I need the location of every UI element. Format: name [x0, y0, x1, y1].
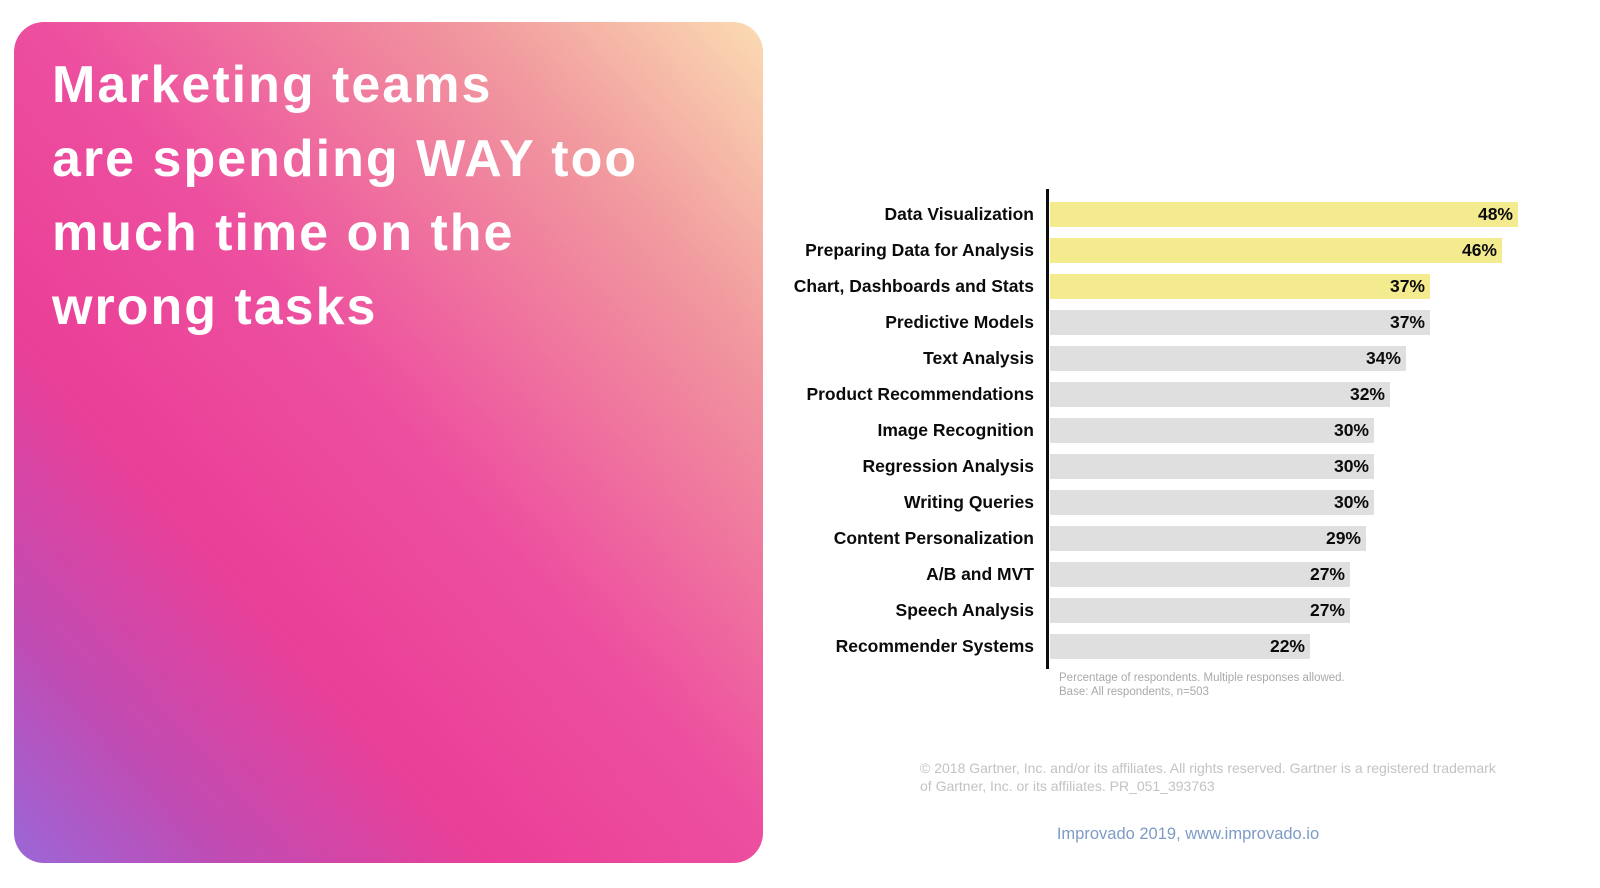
chart-row: Product Recommendations 32%	[768, 376, 1518, 412]
category-label: A/B and MVT	[926, 563, 1034, 584]
value-label: 27%	[1309, 599, 1345, 620]
chart-row: Regression Analysis 30%	[768, 448, 1518, 484]
value-label: 30%	[1333, 455, 1369, 476]
category-label: Recommender Systems	[835, 635, 1034, 656]
chart-row: Preparing Data for Analysis 46%	[768, 232, 1518, 268]
headline: Marketing teams are spending WAY too muc…	[52, 56, 639, 336]
value-label: 34%	[1365, 347, 1401, 368]
bar: 27%	[1050, 561, 1350, 587]
value-label: 30%	[1333, 419, 1369, 440]
value-label: 29%	[1325, 527, 1361, 548]
chart-row: Writing Queries 30%	[768, 484, 1518, 520]
chart-row: Chart, Dashboards and Stats 37%	[768, 268, 1518, 304]
value-label: 27%	[1309, 563, 1345, 584]
value-label: 46%	[1461, 239, 1497, 260]
category-label: Regression Analysis	[862, 455, 1034, 476]
footnote-line1: Percentage of respondents. Multiple resp…	[1059, 672, 1345, 684]
value-label: 37%	[1389, 311, 1425, 332]
chart-row: A/B and MVT 27%	[768, 556, 1518, 592]
attribution-link[interactable]: Improvado 2019, www.improvado.io	[1056, 825, 1320, 843]
category-label: Text Analysis	[923, 347, 1034, 368]
bar: 30%	[1050, 417, 1374, 443]
category-label: Predictive Models	[885, 311, 1034, 332]
bar: 22%	[1050, 633, 1310, 659]
bar: 30%	[1050, 489, 1374, 515]
category-label: Preparing Data for Analysis	[805, 239, 1034, 260]
bar: 37%	[1050, 273, 1430, 299]
chart-row: Recommender Systems 22%	[768, 628, 1518, 664]
chart-footnote: Percentage of respondents. Multiple resp…	[1059, 672, 1345, 699]
bar: 46%	[1050, 237, 1502, 263]
value-label: 37%	[1389, 275, 1425, 296]
category-label: Writing Queries	[904, 491, 1034, 512]
category-label: Chart, Dashboards and Stats	[793, 275, 1034, 296]
bar: 34%	[1050, 345, 1406, 371]
category-label: Speech Analysis	[895, 599, 1034, 620]
bar: 29%	[1050, 525, 1366, 551]
value-label: 30%	[1333, 491, 1369, 512]
chart-row: Content Personalization 29%	[768, 520, 1518, 556]
value-label: 32%	[1349, 383, 1385, 404]
category-label: Product Recommendations	[806, 383, 1034, 404]
chart-row: Text Analysis 34%	[768, 340, 1518, 376]
value-label: 22%	[1269, 635, 1305, 656]
bar: 32%	[1050, 381, 1390, 407]
bar: 48%	[1050, 201, 1518, 227]
copyright-notice: © 2018 Gartner, Inc. and/or its affiliat…	[920, 760, 1496, 794]
chart-row: Speech Analysis 27%	[768, 592, 1518, 628]
chart-row: Data Visualization 48%	[768, 196, 1518, 232]
category-label: Image Recognition	[877, 419, 1034, 440]
chart-row: Image Recognition 30%	[768, 412, 1518, 448]
attribution: Improvado 2019, www.improvado.io	[782, 825, 1594, 844]
bar: 27%	[1050, 597, 1350, 623]
footnote-line2: Base: All respondents, n=503	[1059, 685, 1209, 698]
y-axis-line	[1046, 189, 1049, 669]
value-label: 48%	[1477, 203, 1513, 224]
chart-rows: Data Visualization 48% Preparing Data for …	[768, 196, 1518, 664]
bar: 30%	[1050, 453, 1374, 479]
bar: 37%	[1050, 309, 1430, 335]
category-label: Content Personalization	[833, 527, 1034, 548]
chart-row: Predictive Models 37%	[768, 304, 1518, 340]
category-label: Data Visualization	[884, 203, 1034, 224]
headline-card: Marketing teams are spending WAY too muc…	[14, 22, 763, 863]
